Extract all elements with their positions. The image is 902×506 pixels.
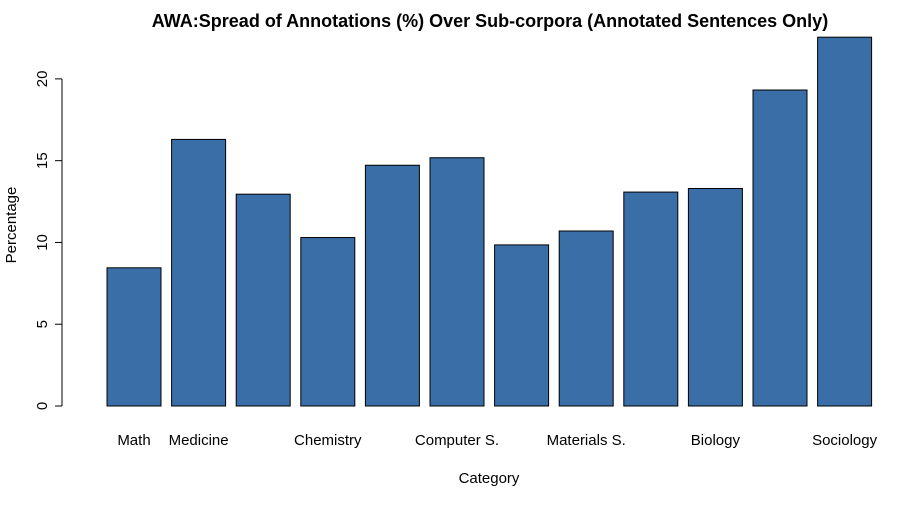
bar <box>107 268 161 406</box>
bar <box>236 194 290 406</box>
x-tick-label: Math <box>117 432 150 449</box>
bar <box>365 165 419 406</box>
x-tick-label: Medicine <box>169 432 229 449</box>
bar <box>301 238 355 406</box>
x-tick-label: Materials S. <box>547 432 626 449</box>
bar <box>172 139 226 406</box>
bar <box>818 37 872 406</box>
y-axis-label: Percentage <box>3 187 20 264</box>
x-tick-label: Computer S. <box>415 432 499 449</box>
y-tick-label: 20 <box>34 71 51 88</box>
y-axis: 0 5 10 15 20 <box>34 71 62 411</box>
bar <box>624 192 678 406</box>
bar <box>495 245 549 406</box>
bar <box>753 90 807 406</box>
x-tick-label: Sociology <box>812 432 878 449</box>
chart-title: AWA:Spread of Annotations (%) Over Sub-c… <box>152 11 828 31</box>
y-tick-label: 5 <box>34 320 51 328</box>
bar <box>559 231 613 406</box>
y-tick-label: 15 <box>34 152 51 169</box>
y-tick-label: 10 <box>34 234 51 251</box>
x-tick-label: Biology <box>691 432 741 449</box>
bar <box>688 188 742 406</box>
x-axis-label: Category <box>459 470 520 487</box>
bar <box>430 158 484 406</box>
x-tick-labels: Math Medicine Chemistry Computer S. Material… <box>117 432 877 449</box>
y-tick-label: 0 <box>34 402 51 410</box>
bars-group <box>107 37 872 406</box>
x-tick-label: Chemistry <box>294 432 362 449</box>
